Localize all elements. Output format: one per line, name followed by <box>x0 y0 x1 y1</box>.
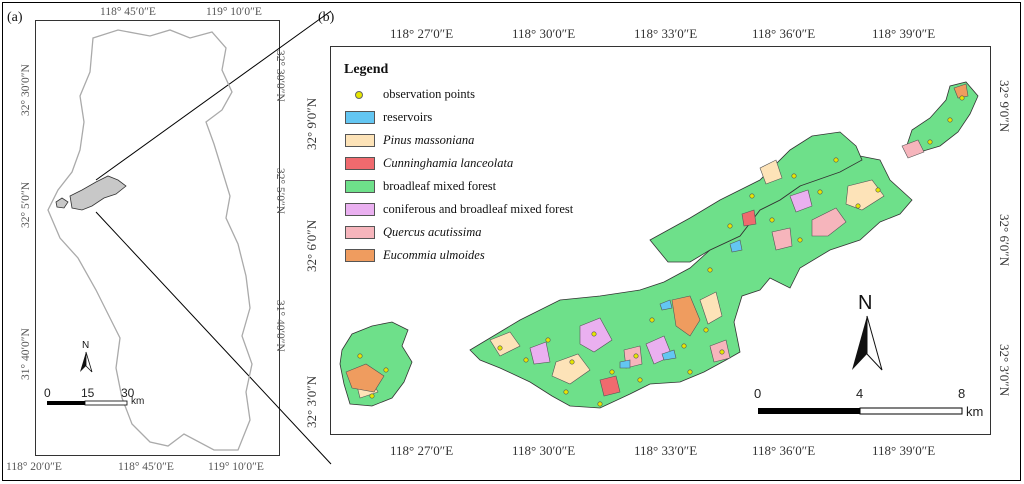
panel-b-bottom-tick: 118° 30′0″E <box>512 443 576 458</box>
legend-label: broadleaf mixed forest <box>383 178 497 193</box>
legend-label: coniferous and broadleaf mixed forest <box>383 201 574 216</box>
scalebar-b-label: 4 <box>856 386 864 401</box>
scalebar-a-segment <box>84 400 128 406</box>
panel-b-bottom-tick: 118° 36′0″E <box>752 443 816 458</box>
legend-title: Legend <box>344 62 389 77</box>
legend-item: Quercus acutissima <box>345 224 482 240</box>
legend-label: Quercus acutissima <box>383 224 482 239</box>
scalebar-a-unit: km <box>131 396 145 407</box>
panel-b-top-tick: 118° 33′0″E <box>634 26 698 41</box>
connector-line-top <box>95 10 332 181</box>
legend-item: Eucommia ulmoides <box>345 247 485 263</box>
legend-item: observation points <box>345 86 475 102</box>
north-arrow-icon <box>80 352 86 372</box>
scalebar-a-label: 0 <box>44 386 51 400</box>
panel-b-frame <box>330 46 991 435</box>
panel-b-bottom-tick: 118° 33′0″E <box>634 443 698 458</box>
panel-b-top-tick: 118° 27′0″E <box>390 26 454 41</box>
panel-b-top-tick: 118° 36′0″E <box>752 26 816 41</box>
legend-item: Cunninghamia lanceolata <box>345 155 513 171</box>
scalebar-a-label: 30 <box>121 386 135 400</box>
connector-line-bottom <box>95 211 332 465</box>
panel-b-label: (b) <box>318 10 335 25</box>
legend-swatch <box>345 202 375 216</box>
legend-swatch <box>345 225 375 239</box>
scalebar-a-label: 15 <box>81 386 95 400</box>
legend-swatch <box>345 133 375 147</box>
panel-a-top-tick: 118° 45′0″E <box>100 6 156 18</box>
legend-item: Pinus massoniana <box>345 132 474 148</box>
panel-b-north-label: N <box>858 292 873 314</box>
legend-swatch <box>345 110 375 124</box>
panel-a-north-label: N <box>82 340 90 351</box>
scalebar-b-segment <box>859 407 963 415</box>
legend-label: Eucommia ulmoides <box>383 247 485 262</box>
legend-label: reservoirs <box>383 109 433 124</box>
panel-b-bottom-tick: 118° 39′0″E <box>872 443 936 458</box>
panel-a-bottom-tick: 119° 10′0″E <box>208 461 264 473</box>
legend-label: Pinus massoniana <box>383 132 475 147</box>
scalebar-b-segment <box>758 408 860 414</box>
legend-item: broadleaf mixed forest <box>345 178 496 194</box>
panel-a-label: (a) <box>7 10 23 25</box>
county-boundary <box>47 29 253 451</box>
forest-map <box>339 81 979 409</box>
scalebar-b-label: 8 <box>958 386 966 401</box>
legend-swatch <box>345 156 375 170</box>
legend-point-symbol <box>345 88 375 101</box>
panel-a-top-tick: 119° 10′0″E <box>206 6 262 18</box>
study-area-highlight <box>55 197 69 209</box>
observation-points <box>357 95 965 407</box>
legend-swatch <box>345 248 375 262</box>
north-arrow-icon <box>85 351 93 373</box>
north-arrow-icon <box>852 316 867 370</box>
scalebar-a-segment <box>47 401 85 405</box>
legend-item: reservoirs <box>345 109 432 125</box>
north-arrow-icon <box>866 315 883 371</box>
scalebar-b-label: 0 <box>754 386 762 401</box>
panel-a-bottom-tick: 118° 45′0″E <box>118 461 174 473</box>
legend-label: observation points <box>383 86 476 101</box>
legend-label: Cunninghamia lanceolata <box>383 155 514 170</box>
legend-swatch <box>345 179 375 193</box>
scalebar-b-unit: km <box>966 404 984 419</box>
panel-b-bottom-tick: 118° 27′0″E <box>390 443 454 458</box>
panel-b-top-tick: 118° 39′0″E <box>872 26 936 41</box>
panel-b-top-tick: 118° 30′0″E <box>512 26 576 41</box>
panel-a-frame <box>35 20 280 456</box>
panel-a-bottom-tick: 118° 20′0″E <box>6 461 62 473</box>
study-area-highlight <box>69 175 127 211</box>
legend-item: coniferous and broadleaf mixed forest <box>345 201 573 217</box>
